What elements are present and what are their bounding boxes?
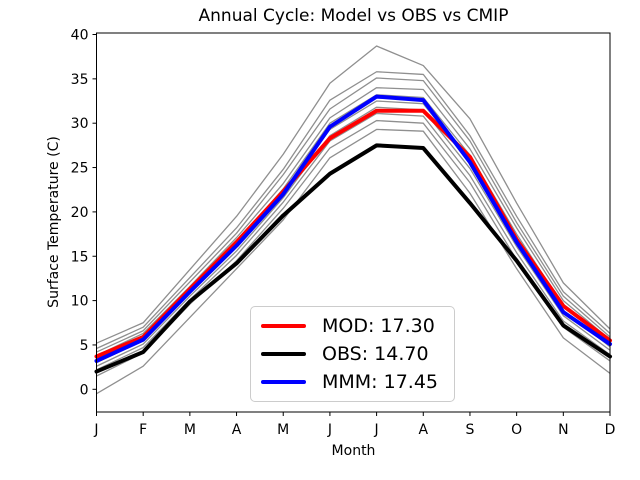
x-tick-label: A [232, 422, 242, 438]
y-tick-label: 10 [71, 294, 89, 310]
x-tick-label: M [184, 422, 196, 438]
x-tick-label: J [327, 422, 332, 438]
x-tick-label: J [374, 422, 379, 438]
cmip-member-line [96, 45, 611, 344]
x-tick-label: O [511, 422, 522, 438]
legend-label-obs: OBS: 14.70 [322, 342, 429, 365]
x-tick-label: J [93, 422, 98, 438]
x-tick-label: M [277, 422, 289, 438]
cmip-member-line [96, 128, 611, 395]
legend-label-mmm: MMM: 17.45 [322, 370, 439, 393]
cmip-member-line [96, 77, 611, 353]
chart-title: Annual Cycle: Model vs OBS vs CMIP [198, 6, 509, 26]
axes-border [96, 32, 611, 413]
obs-line [94, 143, 612, 374]
x-tick-label: N [558, 422, 568, 438]
cmip-member-line [96, 71, 611, 350]
y-tick-label: 25 [71, 161, 89, 177]
y-tick-label: 30 [71, 116, 89, 132]
x-axis-label: Month [331, 443, 376, 459]
legend-item-mmm: MMM: 17.45 [251, 370, 454, 393]
y-tick-label: 15 [71, 249, 89, 265]
x-tick-label: D [605, 422, 616, 438]
y-tick-label: 40 [71, 28, 89, 44]
legend-item-mod: MOD: 17.30 [251, 314, 454, 337]
legend-swatch-mod-line [261, 324, 306, 328]
y-tick-label: 20 [71, 205, 89, 221]
mmm-line [94, 94, 612, 363]
y-tick-label: 0 [80, 382, 89, 398]
y-axis-label: Surface Temperature (C) [46, 136, 62, 308]
legend-label-mod: MOD: 17.30 [322, 314, 435, 337]
y-tick-label: 5 [80, 338, 89, 354]
x-tick-label: S [466, 422, 475, 438]
x-tick-label: F [139, 422, 147, 438]
legend-item-obs: OBS: 14.70 [251, 342, 454, 365]
y-tick-label: 35 [71, 72, 89, 88]
x-tick-label: A [418, 422, 428, 438]
cmip-member-line [96, 106, 611, 367]
legend: MOD: 17.30 OBS: 14.70 MMM: 17.45 [250, 306, 455, 402]
legend-swatch-mmm-line [261, 380, 306, 384]
legend-swatch-obs-line [261, 352, 306, 356]
